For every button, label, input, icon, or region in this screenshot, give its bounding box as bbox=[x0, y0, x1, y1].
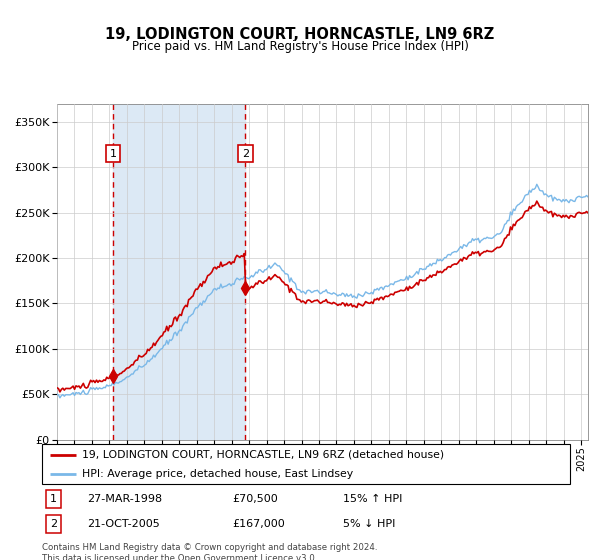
Text: 15% ↑ HPI: 15% ↑ HPI bbox=[343, 494, 403, 504]
Text: HPI: Average price, detached house, East Lindsey: HPI: Average price, detached house, East… bbox=[82, 469, 353, 478]
Text: 19, LODINGTON COURT, HORNCASTLE, LN9 6RZ (detached house): 19, LODINGTON COURT, HORNCASTLE, LN9 6RZ… bbox=[82, 450, 444, 460]
Text: 1: 1 bbox=[50, 494, 57, 504]
Text: 2: 2 bbox=[242, 148, 249, 158]
Text: 27-MAR-1998: 27-MAR-1998 bbox=[87, 494, 162, 504]
Text: Price paid vs. HM Land Registry's House Price Index (HPI): Price paid vs. HM Land Registry's House … bbox=[131, 40, 469, 53]
Text: 5% ↓ HPI: 5% ↓ HPI bbox=[343, 519, 395, 529]
Text: £70,500: £70,500 bbox=[232, 494, 278, 504]
Text: 2: 2 bbox=[50, 519, 57, 529]
FancyBboxPatch shape bbox=[42, 444, 570, 484]
Bar bbox=[113, 104, 245, 440]
Text: £167,000: £167,000 bbox=[232, 519, 285, 529]
Text: 19, LODINGTON COURT, HORNCASTLE, LN9 6RZ: 19, LODINGTON COURT, HORNCASTLE, LN9 6RZ bbox=[106, 27, 494, 42]
Text: Contains HM Land Registry data © Crown copyright and database right 2024.
This d: Contains HM Land Registry data © Crown c… bbox=[42, 543, 377, 560]
Text: 21-OCT-2005: 21-OCT-2005 bbox=[87, 519, 160, 529]
Text: 1: 1 bbox=[110, 148, 116, 158]
